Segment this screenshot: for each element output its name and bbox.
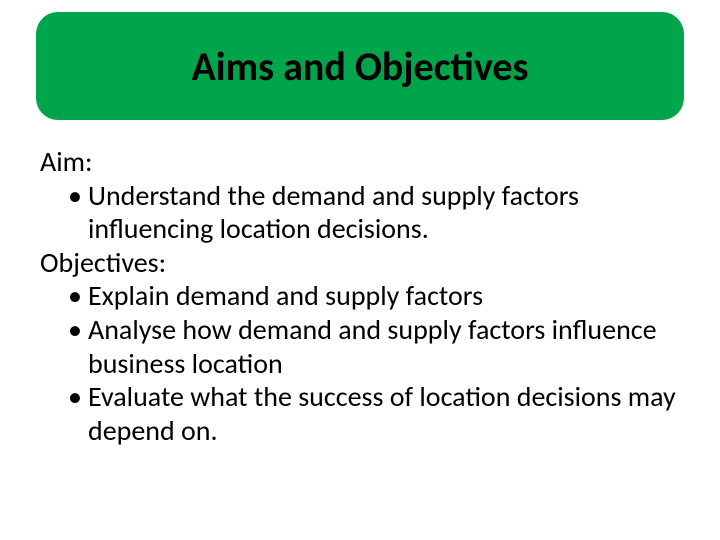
aim-heading: Aim: <box>40 145 680 179</box>
objective-bullet: Explain demand and supply factors <box>68 279 680 313</box>
slide: Aims and Objectives Aim: Understand the … <box>0 0 720 540</box>
objectives-bullets: Explain demand and supply factors Analys… <box>68 279 680 447</box>
aim-bullets: Understand the demand and supply factors… <box>68 179 680 246</box>
content-area: Aim: Understand the demand and supply fa… <box>40 145 680 447</box>
objectives-heading: Objectives: <box>40 246 680 280</box>
aim-bullet: Understand the demand and supply factors… <box>68 179 680 246</box>
slide-title: Aims and Objectives <box>192 42 529 91</box>
title-box: Aims and Objectives <box>36 12 684 120</box>
objective-bullet: Analyse how demand and supply factors in… <box>68 313 680 380</box>
objective-bullet: Evaluate what the success of location de… <box>68 380 680 447</box>
